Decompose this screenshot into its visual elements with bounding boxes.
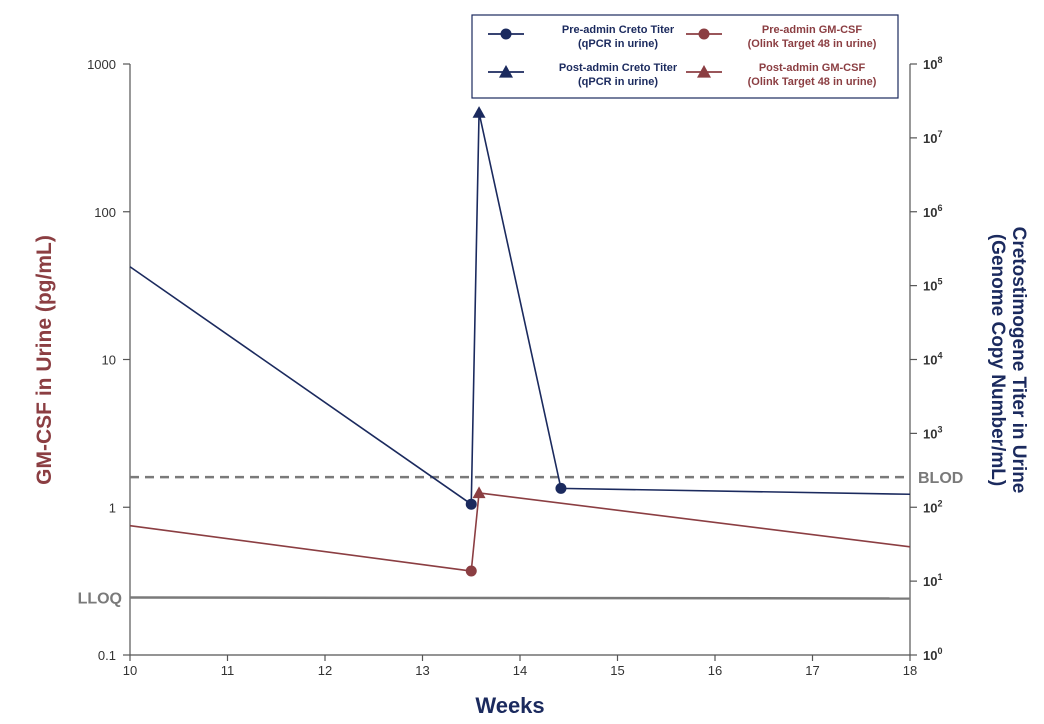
x-tick-label: 16 bbox=[708, 663, 722, 678]
legend-swatch-marker bbox=[499, 65, 513, 78]
y-left-tick-label: 0.1 bbox=[98, 648, 116, 663]
legend-sublabel: (Olink Target 48 in urine) bbox=[748, 38, 877, 50]
y-left-tick-label: 100 bbox=[94, 205, 116, 220]
y-right-tick-label: 105 bbox=[923, 277, 942, 294]
legend-label: Pre-admin Creto Titer bbox=[562, 24, 675, 36]
x-tick-label: 13 bbox=[415, 663, 429, 678]
data-point-cretostimogene-titer bbox=[472, 106, 486, 118]
y-right-tick-label: 101 bbox=[923, 572, 942, 589]
legend-label: Post-admin Creto Titer bbox=[559, 62, 678, 74]
blod-label: BLOD bbox=[918, 470, 963, 487]
legend-sublabel: (Olink Target 48 in urine) bbox=[748, 76, 877, 88]
legend-sublabel: (qPCR in urine) bbox=[578, 76, 658, 88]
y-right-tick-label: 102 bbox=[923, 498, 942, 515]
legend-label: Pre-admin GM-CSF bbox=[762, 24, 863, 36]
y-left-tick-label: 10 bbox=[102, 353, 116, 368]
y-axis-right-title-line2: (Genome Copy Number/mL) bbox=[987, 234, 1008, 486]
y-right-tick-label: 100 bbox=[923, 646, 942, 663]
x-tick-label: 11 bbox=[221, 663, 235, 678]
y-right-tick-label: 104 bbox=[923, 351, 942, 368]
y-right-tick-label: 107 bbox=[923, 129, 942, 146]
x-tick-label: 12 bbox=[318, 663, 332, 678]
y-left-tick-label: 1 bbox=[109, 500, 116, 515]
series-line-gm-csf bbox=[129, 492, 911, 572]
x-tick-label: 10 bbox=[123, 663, 137, 678]
series-line-cretostimogene-titer bbox=[129, 112, 911, 506]
legend-swatch-marker bbox=[500, 28, 512, 40]
legend: Pre-admin Creto Titer (qPCR in urine) Post… bbox=[471, 14, 899, 99]
x-tick-label: 18 bbox=[903, 663, 917, 678]
y-axis-left-title: GM-CSF in Urine (pg/mL) bbox=[33, 235, 56, 485]
legend-box bbox=[471, 14, 899, 99]
x-tick-label: 17 bbox=[805, 663, 819, 678]
y-axis-right-title-line1: Cretostimogene Titer in Urine bbox=[1008, 227, 1029, 494]
legend-swatch-marker bbox=[697, 65, 711, 78]
data-point-gm-csf bbox=[465, 565, 477, 577]
x-tick-label: 14 bbox=[513, 663, 527, 678]
data-point-cretostimogene-titer bbox=[465, 498, 477, 510]
x-axis-title: Weeks bbox=[475, 693, 544, 718]
legend-label: Post-admin GM-CSF bbox=[759, 62, 866, 74]
y-right-tick-label: 103 bbox=[923, 424, 942, 441]
legend-sublabel: (qPCR in urine) bbox=[578, 38, 658, 50]
y-right-tick-label: 106 bbox=[923, 203, 942, 220]
legend-swatch-marker bbox=[698, 28, 710, 40]
lloq-label: LLOQ bbox=[78, 591, 122, 608]
x-tick-label: 15 bbox=[610, 663, 624, 678]
lloq-line bbox=[129, 596, 911, 600]
data-point-cretostimogene-titer bbox=[555, 482, 567, 494]
y-right-tick-label: 108 bbox=[923, 55, 942, 72]
data-point-gm-csf bbox=[472, 486, 486, 499]
y-left-tick-label: 1000 bbox=[87, 57, 116, 72]
